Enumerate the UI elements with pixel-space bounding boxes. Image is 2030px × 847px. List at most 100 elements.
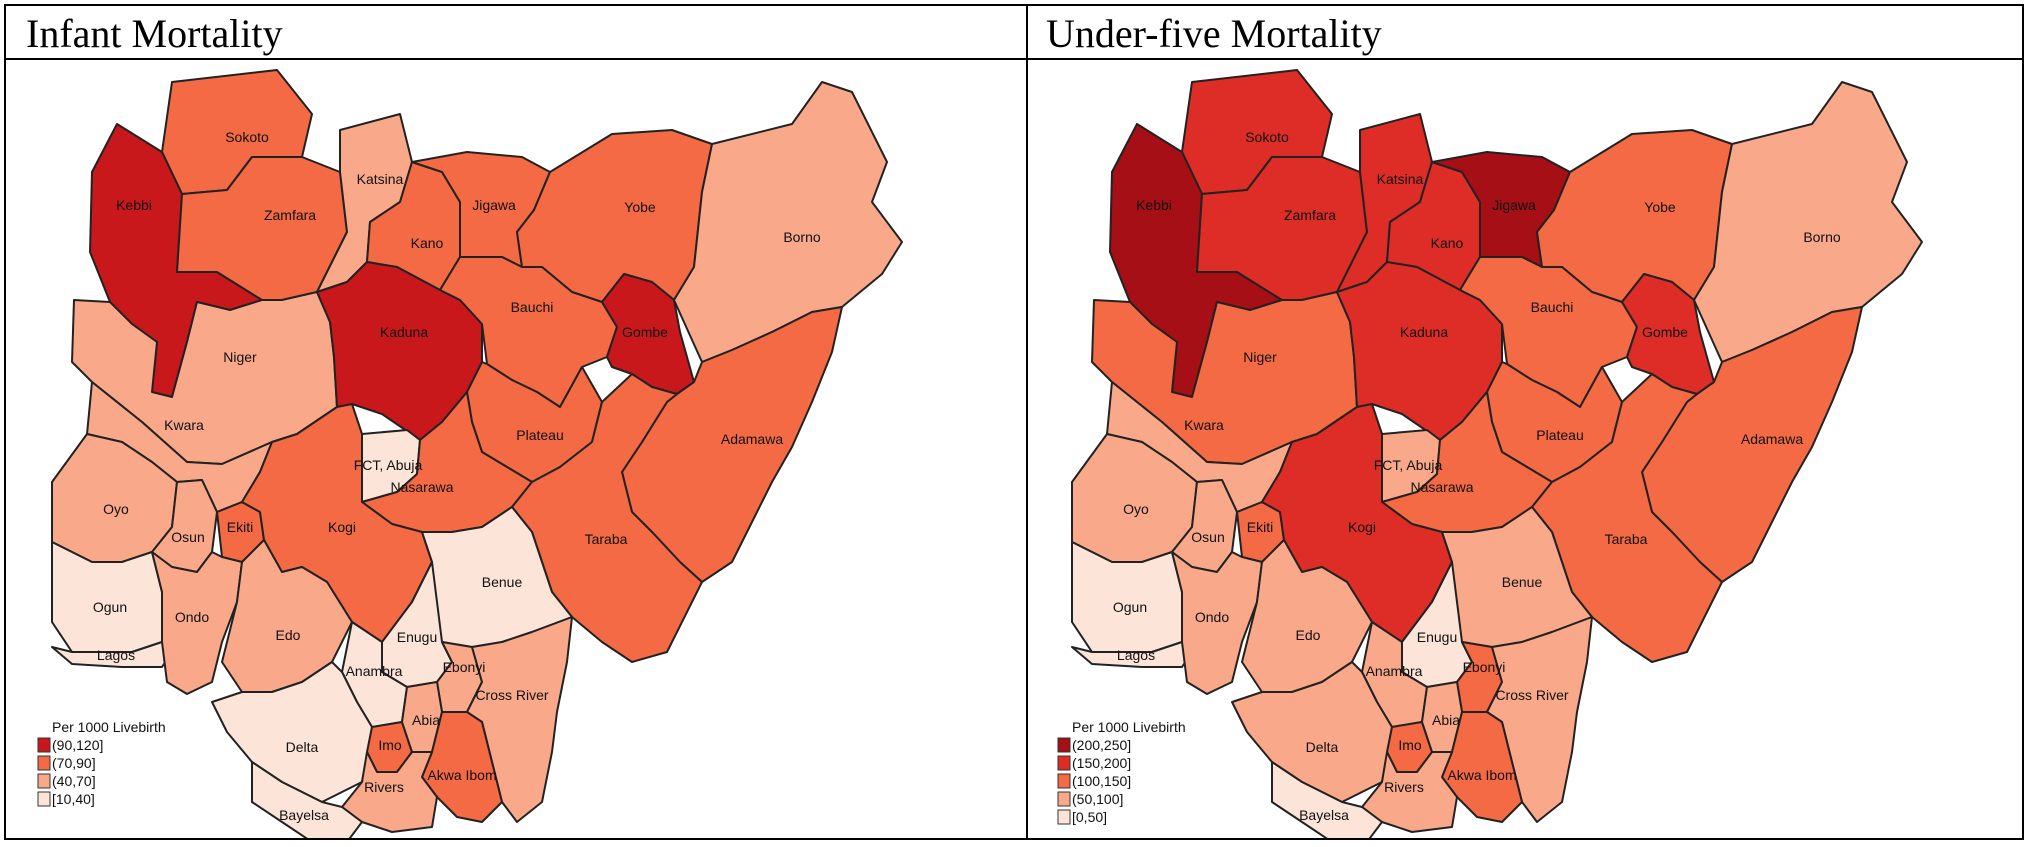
- state-bayelsa: [1271, 761, 1383, 838]
- state-label-kaduna: Kaduna: [380, 324, 428, 340]
- state-label-oyo: Oyo: [103, 501, 129, 517]
- legend-label: (50,100]: [1072, 791, 1123, 807]
- state-label-ekiti: Ekiti: [1247, 519, 1273, 535]
- legend-label: [0,50]: [1072, 809, 1107, 825]
- legend-swatch: [37, 791, 51, 807]
- state-label-rivers: Rivers: [1384, 779, 1424, 795]
- legend-title: Per 1000 Livebirth: [52, 719, 166, 735]
- state-label-cross-river: Cross River: [1495, 687, 1568, 703]
- state-label-bauchi: Bauchi: [511, 299, 554, 315]
- state-label-delta: Delta: [286, 739, 319, 755]
- state-label-yobe: Yobe: [1644, 199, 1676, 215]
- map-legend: Per 1000 Livebirth (200,250] (150,200] (100…: [1057, 719, 1186, 825]
- column-divider: [1026, 6, 1028, 838]
- state-borno: [1693, 81, 1923, 363]
- state-ondo: [1171, 551, 1263, 695]
- state-label-akwa-ibom: Akwa Ibom: [1447, 767, 1516, 783]
- state-label-adamawa: Adamawa: [1741, 431, 1803, 447]
- state-delta: [211, 661, 373, 803]
- state-label-taraba: Taraba: [1605, 531, 1648, 547]
- state-label-kebbi: Kebbi: [116, 197, 152, 213]
- state-label-cross-river: Cross River: [475, 687, 548, 703]
- state-label-kebbi: Kebbi: [1136, 197, 1172, 213]
- state-label-ondo: Ondo: [1195, 609, 1229, 625]
- state-label-jigawa: Jigawa: [1492, 197, 1536, 213]
- state-label-enugu: Enugu: [397, 629, 437, 645]
- state-label-ogun: Ogun: [1113, 599, 1147, 615]
- map-panel-infant: Sokoto Kebbi Zamfara Katsina Kano Jigawa Yobe B…: [12, 62, 1026, 838]
- state-label-abia: Abia: [1432, 712, 1460, 728]
- state-label-benue: Benue: [1502, 574, 1543, 590]
- state-label-imo: Imo: [378, 737, 402, 753]
- state-label-gombe: Gombe: [1642, 324, 1688, 340]
- state-label-nasarawa: Nasarawa: [1410, 479, 1473, 495]
- state-label-fct-abuja: FCT, Abuja: [354, 457, 423, 473]
- state-label-lagos: Lagos: [1117, 647, 1155, 663]
- legend-swatch: [1057, 809, 1071, 825]
- state-label-zamfara: Zamfara: [1284, 207, 1336, 223]
- state-label-sokoto: Sokoto: [225, 129, 269, 145]
- panel-title-infant: Infant Mortality: [26, 11, 283, 56]
- state-label-katsina: Katsina: [1377, 171, 1424, 187]
- state-label-gombe: Gombe: [622, 324, 668, 340]
- state-label-imo: Imo: [1398, 737, 1422, 753]
- legend-label: (90,120]: [52, 737, 103, 753]
- map-panel-under-five: Sokoto Kebbi Zamfara Katsina Kano Jigawa Yobe B…: [1032, 62, 2030, 838]
- state-label-yobe: Yobe: [624, 199, 656, 215]
- state-label-anambra: Anambra: [346, 663, 403, 679]
- state-label-bayelsa: Bayelsa: [1299, 807, 1349, 823]
- state-label-benue: Benue: [482, 574, 523, 590]
- under-five-mortality-map: Sokoto Kebbi Zamfara Katsina Kano Jigawa Yobe B…: [1057, 69, 1923, 838]
- state-label-ekiti: Ekiti: [227, 519, 253, 535]
- state-labels: Sokoto Kebbi Zamfara Katsina Kano Jigawa Yobe B…: [93, 129, 821, 823]
- infant-mortality-map: Sokoto Kebbi Zamfara Katsina Kano Jigawa Yobe B…: [37, 69, 903, 838]
- state-label-ondo: Ondo: [175, 609, 209, 625]
- map-legend: Per 1000 Livebirth (90,120] (70,90] (40,70]…: [37, 719, 166, 807]
- state-label-jigawa: Jigawa: [472, 197, 516, 213]
- state-label-rivers: Rivers: [364, 779, 404, 795]
- state-label-ogun: Ogun: [93, 599, 127, 615]
- legend-label: [10,40]: [52, 791, 95, 807]
- panel-title-under-five: Under-five Mortality: [1046, 11, 1382, 56]
- legend-label: (150,200]: [1072, 755, 1131, 771]
- legend-label: (200,250]: [1072, 737, 1131, 753]
- state-bayelsa: [251, 761, 363, 838]
- legend-swatch: [1057, 791, 1071, 807]
- state-label-sokoto: Sokoto: [1245, 129, 1289, 145]
- state-label-katsina: Katsina: [357, 171, 404, 187]
- state-label-kaduna: Kaduna: [1400, 324, 1448, 340]
- state-label-ebonyi: Ebonyi: [1463, 659, 1506, 675]
- state-label-niger: Niger: [1243, 349, 1277, 365]
- state-label-borno: Borno: [1803, 229, 1841, 245]
- state-label-kano: Kano: [411, 235, 444, 251]
- state-labels: Sokoto Kebbi Zamfara Katsina Kano Jigawa Yobe B…: [1113, 129, 1841, 823]
- state-label-kogi: Kogi: [328, 519, 356, 535]
- state-ondo: [151, 551, 243, 695]
- state-label-abia: Abia: [412, 712, 440, 728]
- legend-swatch: [37, 755, 51, 771]
- state-label-ebonyi: Ebonyi: [443, 659, 486, 675]
- state-borno: [673, 81, 903, 363]
- state-label-kwara: Kwara: [164, 417, 204, 433]
- state-label-lagos: Lagos: [97, 647, 135, 663]
- state-regions: [51, 69, 903, 838]
- state-label-plateau: Plateau: [1536, 427, 1583, 443]
- state-label-niger: Niger: [223, 349, 257, 365]
- state-label-fct-abuja: FCT, Abuja: [1374, 457, 1443, 473]
- state-label-bayelsa: Bayelsa: [279, 807, 329, 823]
- figure-frame: Infant Mortality Under-five Mortality So…: [4, 4, 2024, 840]
- state-label-edo: Edo: [1296, 627, 1321, 643]
- legend-swatch: [37, 773, 51, 789]
- state-label-osun: Osun: [1191, 529, 1224, 545]
- state-label-osun: Osun: [171, 529, 204, 545]
- legend-label: (70,90]: [52, 755, 96, 771]
- state-label-zamfara: Zamfara: [264, 207, 316, 223]
- legend-label: (40,70]: [52, 773, 96, 789]
- legend-title: Per 1000 Livebirth: [1072, 719, 1186, 735]
- legend-swatch: [1057, 773, 1071, 789]
- state-label-bauchi: Bauchi: [1531, 299, 1574, 315]
- state-label-kwara: Kwara: [1184, 417, 1224, 433]
- state-label-delta: Delta: [1306, 739, 1339, 755]
- state-regions: [1071, 69, 1923, 838]
- legend-swatch: [1057, 755, 1071, 771]
